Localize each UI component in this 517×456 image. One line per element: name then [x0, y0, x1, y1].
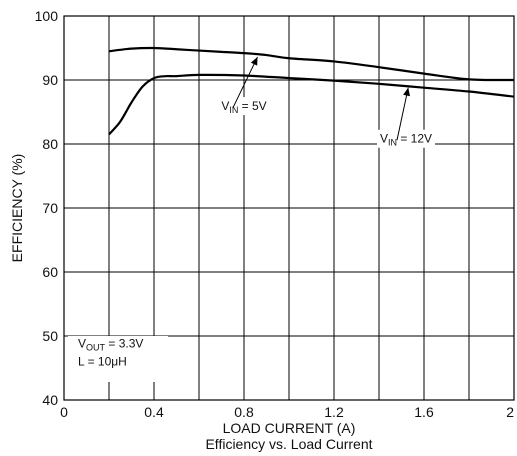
inductor-annotation: L = 10μH [78, 354, 127, 368]
y-tick-label: 60 [42, 264, 58, 280]
plot-frame [63, 15, 515, 401]
conditions-box [68, 336, 168, 382]
y-axis-label: EFFICIENCY (%) [9, 154, 25, 263]
annotations: VIN = 5V VIN = 12V VOUT = 3.3VL = 10μH [68, 56, 435, 382]
y-tick-label: 70 [42, 200, 58, 216]
series-line-vin-12v [108, 73, 515, 136]
x-tick-label: 1.2 [324, 404, 344, 420]
series-label-vin-5v-background [215, 97, 273, 116]
y-tick-label: 100 [35, 8, 59, 24]
y-tick-label: 80 [42, 136, 58, 152]
y-tick-labels: 40 50 60 70 80 90 100 [35, 8, 59, 408]
series-label-vin-5v-arrow [232, 56, 258, 109]
x-tick-labels: 0 0.4 0.8 1.2 1.6 2 [60, 404, 514, 420]
chart-title: Efficiency vs. Load Current [205, 436, 372, 452]
series-label-vin-12v: VIN = 12V [380, 132, 432, 148]
y-tick-label: 40 [42, 392, 58, 408]
series-label-vin-12v-background [377, 129, 435, 148]
series-label-vin-12v-arrow [396, 87, 409, 141]
series-label-vin-5v: VIN = 5V [221, 99, 266, 115]
x-tick-label: 1.6 [414, 404, 434, 420]
x-tick-label: 0 [60, 404, 68, 420]
y-tick-label: 50 [42, 328, 58, 344]
series-label-vin-5v-arrow-head [250, 56, 258, 66]
series-label-vin-12v-arrow-head [403, 87, 410, 97]
series-lines [108, 46, 515, 136]
y-tick-label: 90 [42, 72, 58, 88]
x-tick-label: 0.8 [234, 404, 254, 420]
x-axis-label: LOAD CURRENT (A) [223, 420, 356, 436]
x-tick-label: 2 [506, 404, 514, 420]
x-tick-label: 0.4 [144, 404, 164, 420]
series-line-vin-5v [108, 46, 515, 82]
vout-annotation: VOUT = 3.3V [78, 337, 143, 353]
